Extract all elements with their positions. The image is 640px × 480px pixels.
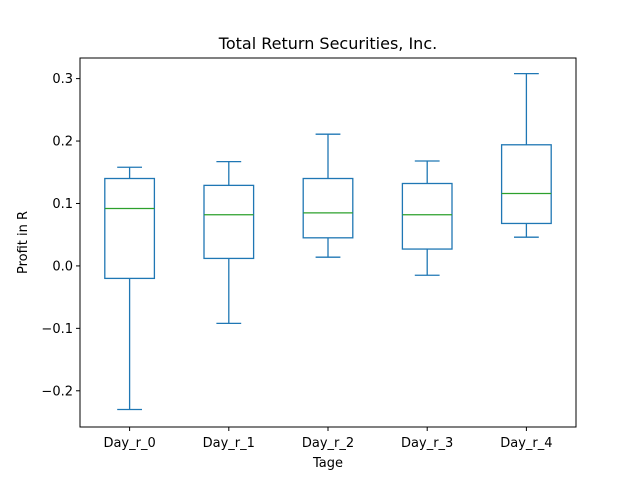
box-group-Day_r_4 xyxy=(500,72,552,238)
chart-title: Total Return Securities, Inc. xyxy=(218,34,437,53)
x-tick-label: Day_r_2 xyxy=(302,436,354,451)
x-tick-label: Day_r_4 xyxy=(500,436,552,451)
boxes-layer xyxy=(104,72,552,411)
y-tick-label: 0.3 xyxy=(52,72,73,87)
x-tick-label: Day_r_3 xyxy=(401,436,453,451)
box-iqr xyxy=(302,177,354,239)
y-tick-label: 0.1 xyxy=(52,197,73,212)
y-axis-label: Profit in R xyxy=(16,211,31,274)
box-group-Day_r_2 xyxy=(302,133,354,258)
text-layer: Total Return Securities, Inc. Tage Profi… xyxy=(16,34,437,471)
y-tick-label: −0.1 xyxy=(41,322,73,337)
x-tick-label: Day_r_1 xyxy=(203,436,255,451)
y-tick-label: 0.2 xyxy=(52,135,73,150)
box-group-Day_r_0 xyxy=(104,166,156,411)
box-iqr xyxy=(401,182,453,250)
box-iqr xyxy=(104,177,156,280)
box-iqr xyxy=(203,184,255,260)
x-axis-label: Tage xyxy=(312,456,343,471)
box-group-Day_r_3 xyxy=(401,160,453,276)
y-tick-label: −0.2 xyxy=(41,384,73,399)
box-group-Day_r_1 xyxy=(203,160,255,325)
box-iqr xyxy=(500,144,552,225)
axes-layer: −0.2 −0.1 0.0 0.1 0.2 0.3 Day_r_0 Day_r_1 Day_r_… xyxy=(41,57,577,451)
x-tick-label: Day_r_0 xyxy=(103,436,155,451)
y-tick-label: 0.0 xyxy=(52,259,73,274)
